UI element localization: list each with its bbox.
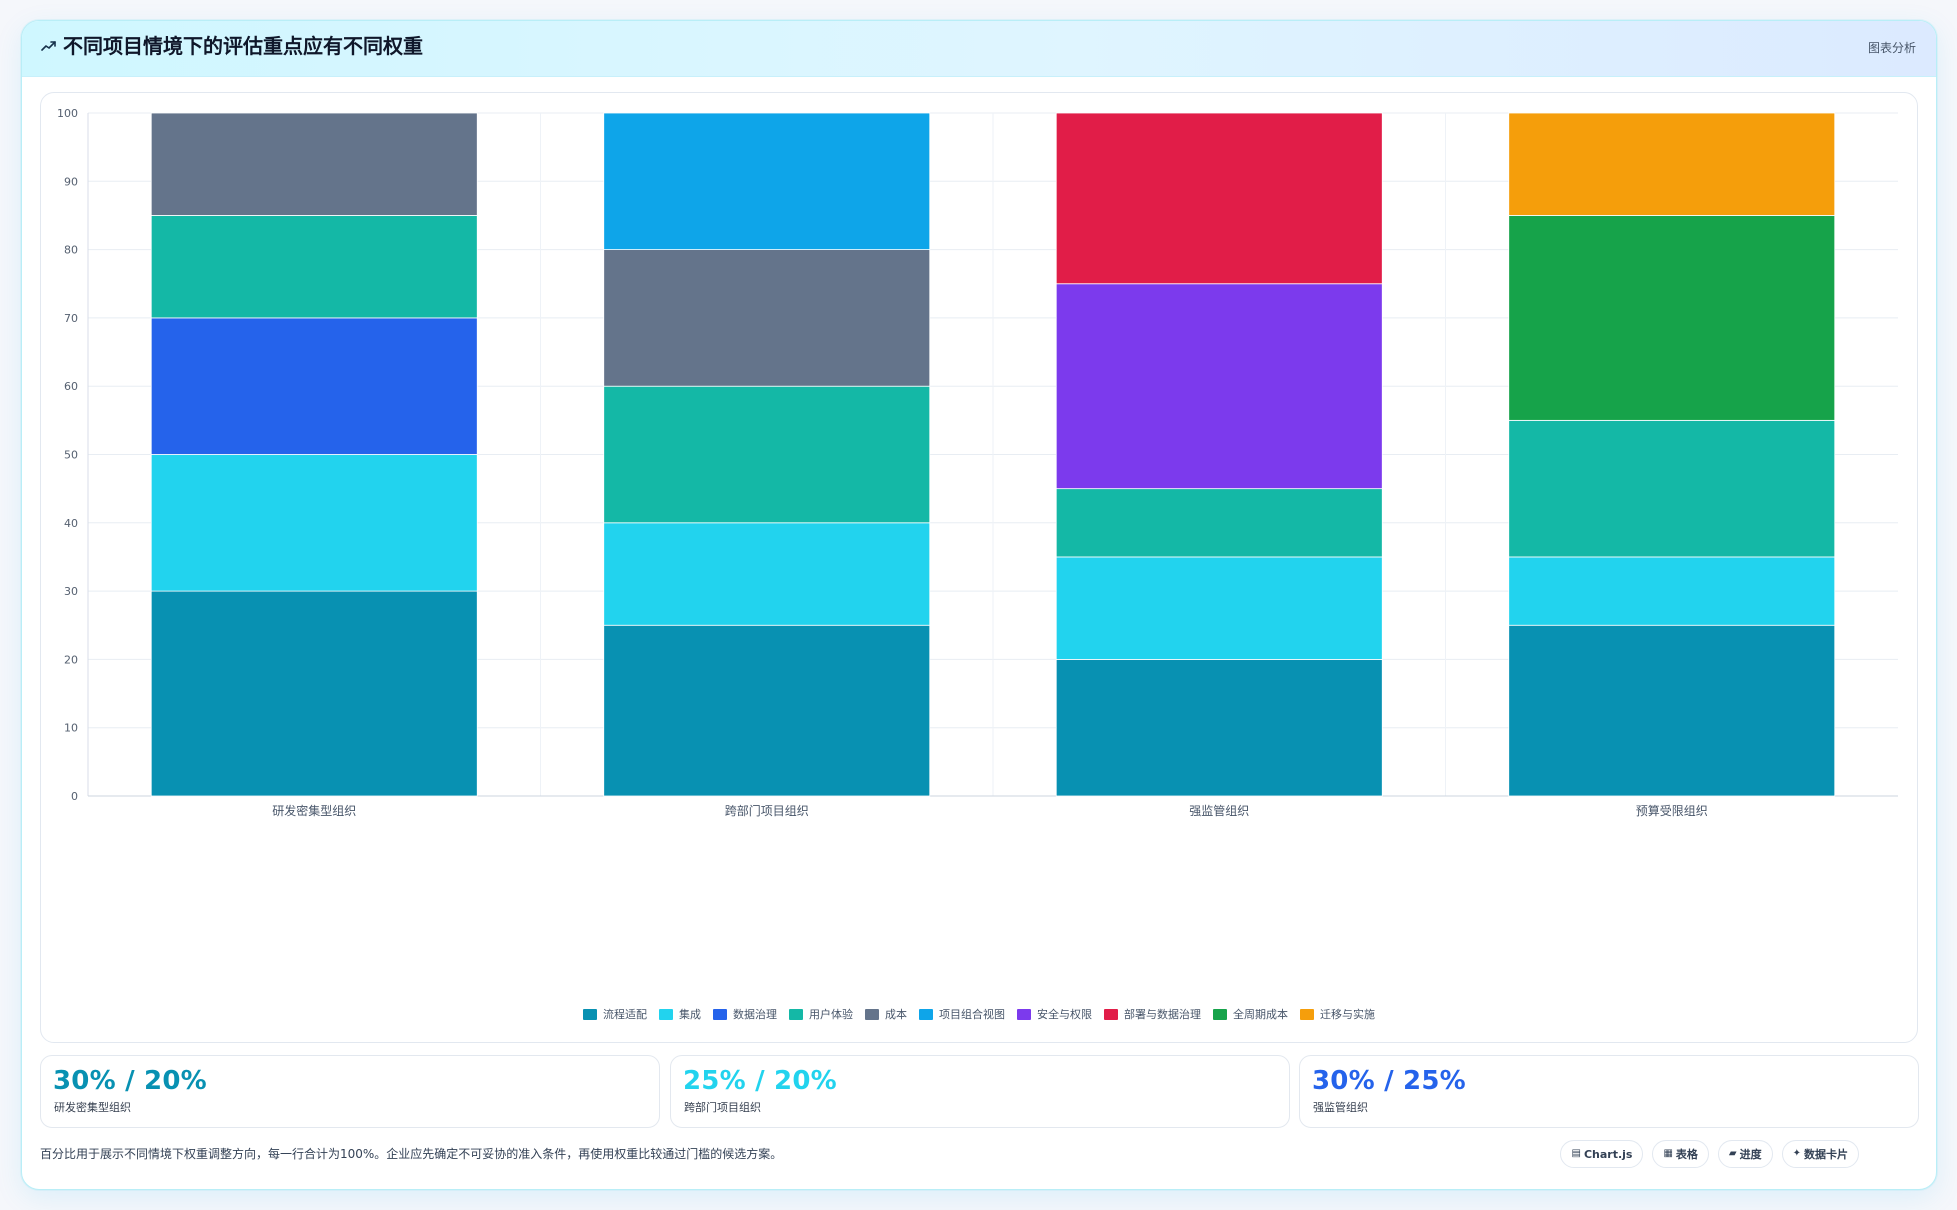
stacked-bar-segment <box>603 112 931 251</box>
footer-note: 百分比用于展示不同情境下权重调整方向，每一行合计为100%。企业应先确定不可妥协… <box>40 1147 783 1161</box>
y-tick-label: 20 <box>64 653 78 666</box>
summary-card-cross-department: 25% / 20% 跨部门项目组织 <box>670 1055 1290 1128</box>
panel-header: 不同项目情境下的评估重点应有不同权重 图表分析 <box>22 21 1936 77</box>
chart-legend: 流程适配 集成 数据治理 用户体验 成本 项目组合视图 安全与权限 部署与数据治理 全周期成本 迁… <box>41 1004 1917 1024</box>
x-category-label: 跨部门项目组织 <box>725 803 809 818</box>
stacked-bar-segment <box>1508 624 1836 797</box>
stacked-bar-segment <box>150 454 478 592</box>
tag-label: 表格 <box>1675 1148 1698 1161</box>
legend-swatch <box>919 1008 933 1020</box>
y-tick-label: 30 <box>64 585 78 598</box>
legend-item: 部署与数据治理 <box>1104 1006 1201 1022</box>
summary-card-value: 30% / 20% <box>53 1066 207 1096</box>
stacked-bar-segment <box>1508 112 1836 216</box>
y-tick-label: 100 <box>57 107 78 120</box>
x-category-label: 研发密集型组织 <box>272 803 356 818</box>
legend-swatch <box>1017 1008 1031 1020</box>
stacked-bar-segment <box>603 249 931 387</box>
stacked-bar-segment <box>1055 112 1383 285</box>
legend-item: 成本 <box>865 1006 907 1022</box>
stacked-bar-segment <box>150 215 478 319</box>
legend-label: 安全与权限 <box>1037 1008 1092 1021</box>
y-tick-label: 80 <box>64 244 78 257</box>
legend-swatch <box>713 1008 727 1020</box>
stacked-bar-segment <box>603 624 931 797</box>
tag-list: ▤ Chart.js ▦ 表格 ▰ 进度 ✦ 数据卡片 <box>1560 1140 1859 1168</box>
stacked-bar-segment <box>1508 419 1836 558</box>
chart-panel: 不同项目情境下的评估重点应有不同权重 图表分析 0 10 20 30 40 50 60 70 8… <box>21 20 1937 1190</box>
stacked-bar-segment <box>150 112 478 216</box>
x-category-label: 预算受限组织 <box>1636 803 1708 818</box>
legend-label: 项目组合视图 <box>939 1008 1005 1021</box>
legend-swatch <box>1213 1008 1227 1020</box>
legend-swatch <box>789 1008 803 1020</box>
legend-label: 部署与数据治理 <box>1124 1008 1201 1021</box>
x-category-label: 强监管组织 <box>1189 803 1249 818</box>
summary-card-label: 研发密集型组织 <box>54 1101 131 1114</box>
y-tick-label: 0 <box>71 790 78 803</box>
legend-swatch <box>583 1008 597 1020</box>
legend-label: 流程适配 <box>603 1008 647 1021</box>
chartjs-tag[interactable]: ▤ Chart.js <box>1560 1140 1644 1168</box>
stacked-bar-segment <box>1055 659 1383 797</box>
legend-item: 项目组合视图 <box>919 1006 1005 1022</box>
stacked-bar-segment <box>1508 215 1836 421</box>
y-tick-label: 10 <box>64 722 78 735</box>
stacked-bar-segment <box>1055 488 1383 558</box>
summary-card-label: 跨部门项目组织 <box>684 1101 761 1114</box>
y-tick-label: 40 <box>64 517 78 530</box>
progress-icon: ▰ <box>1728 1148 1737 1159</box>
legend-swatch <box>865 1008 879 1020</box>
chart-icon: ▤ <box>1571 1148 1581 1159</box>
stacked-bar-segment <box>1508 556 1836 626</box>
summary-card-rnd: 30% / 20% 研发密集型组织 <box>40 1055 660 1128</box>
y-tick-label: 70 <box>64 312 78 325</box>
legend-item: 数据治理 <box>713 1006 777 1022</box>
stacked-bar-segment <box>603 522 931 626</box>
legend-swatch <box>1300 1008 1314 1020</box>
data-card-tag[interactable]: ✦ 数据卡片 <box>1781 1140 1859 1168</box>
summary-card-label: 强监管组织 <box>1313 1101 1368 1114</box>
stacked-bar-segment <box>1055 283 1383 490</box>
table-tag[interactable]: ▦ 表格 <box>1652 1140 1709 1168</box>
legend-item: 全周期成本 <box>1213 1006 1288 1022</box>
y-tick-label: 50 <box>64 449 78 462</box>
stacked-bar-chart-card: 0 10 20 30 40 50 60 70 80 90 100 研发密集型组织 跨部门项目组织 强监管组… <box>40 92 1918 1043</box>
tag-label: 数据卡片 <box>1804 1148 1848 1161</box>
stacked-bar-segment <box>150 317 478 455</box>
stacked-bar-segment <box>603 385 931 524</box>
table-icon: ▦ <box>1663 1148 1673 1159</box>
legend-label: 数据治理 <box>733 1008 777 1021</box>
line-chart-icon <box>41 39 56 54</box>
legend-item: 用户体验 <box>789 1006 853 1022</box>
tag-label: Chart.js <box>1583 1147 1633 1161</box>
legend-label: 全周期成本 <box>1233 1008 1288 1021</box>
legend-label: 成本 <box>885 1008 907 1021</box>
summary-card-regulated: 30% / 25% 强监管组织 <box>1299 1055 1919 1128</box>
chart-analysis-label: 图表分析 <box>1867 41 1916 55</box>
y-tick-label: 60 <box>64 380 78 393</box>
legend-swatch <box>659 1008 673 1020</box>
stacked-bar-segment <box>150 590 478 797</box>
stacked-bar-segment <box>1055 556 1383 660</box>
legend-item: 集成 <box>659 1006 701 1022</box>
summary-card-value: 25% / 20% <box>683 1066 837 1096</box>
progress-tag[interactable]: ▰ 进度 <box>1717 1140 1773 1168</box>
legend-label: 用户体验 <box>809 1008 853 1021</box>
stacked-bar-chart: 0 10 20 30 40 50 60 70 80 90 100 研发密集型组织 跨部门项目组织 强监管组… <box>57 107 1898 818</box>
legend-item: 安全与权限 <box>1017 1006 1092 1022</box>
legend-item: 迁移与实施 <box>1300 1006 1375 1022</box>
sparkle-icon: ✦ <box>1792 1148 1801 1159</box>
y-tick-label: 90 <box>64 175 78 188</box>
legend-swatch <box>1104 1008 1118 1020</box>
legend-item: 流程适配 <box>583 1006 647 1022</box>
legend-label: 集成 <box>679 1008 701 1021</box>
legend-label: 迁移与实施 <box>1320 1008 1375 1021</box>
tag-label: 进度 <box>1739 1148 1762 1161</box>
page-title: 不同项目情境下的评估重点应有不同权重 <box>63 34 423 58</box>
summary-card-value: 30% / 25% <box>1312 1066 1466 1096</box>
